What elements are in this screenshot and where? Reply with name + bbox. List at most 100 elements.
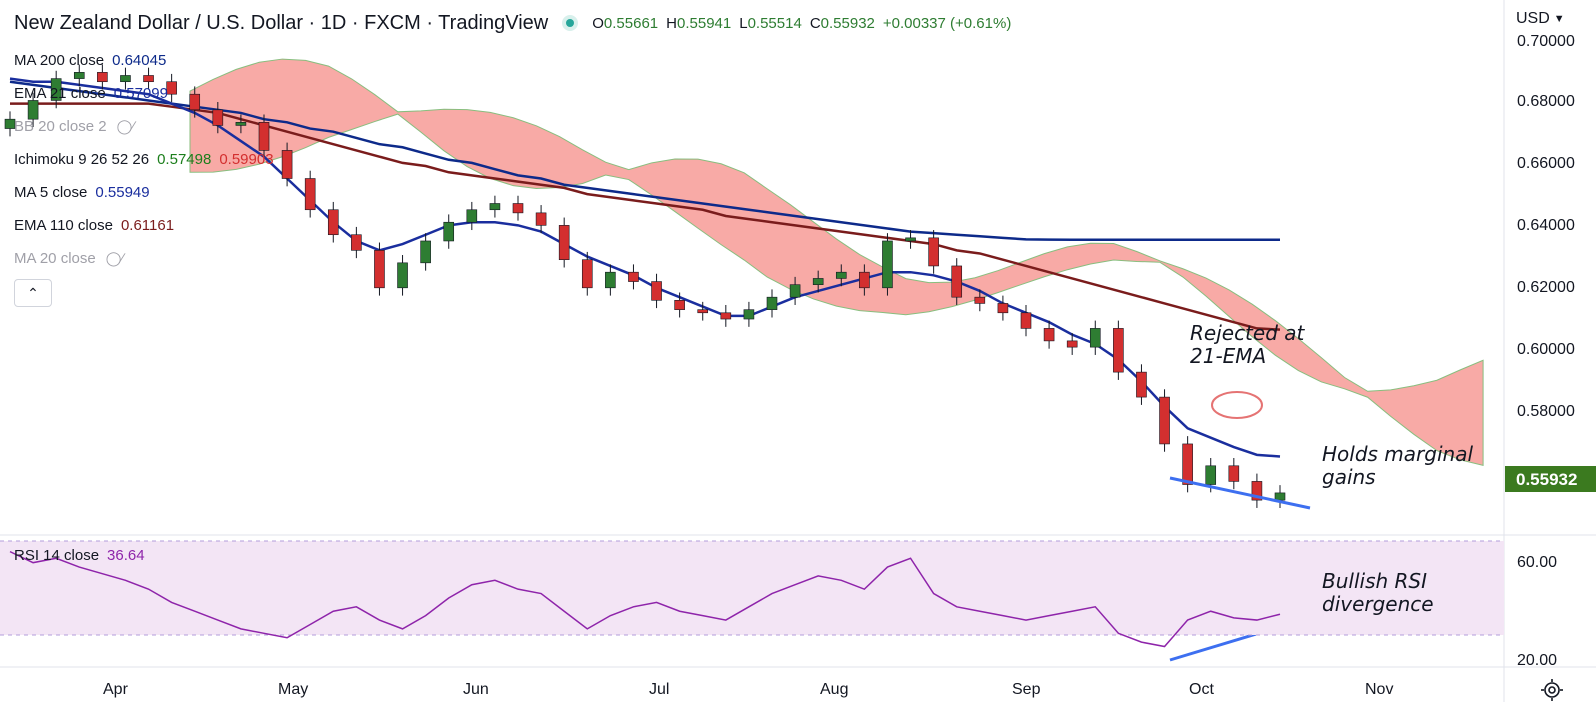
candle[interactable] [50,70,62,109]
candle[interactable] [535,205,547,234]
candle-body [120,75,131,83]
candle[interactable] [466,201,478,231]
legend-ma20[interactable]: MA 20 close ◯∕ [14,250,124,267]
candle[interactable] [812,270,824,293]
legend-ema110[interactable]: EMA 110 close 0.61161 [14,217,175,234]
candle[interactable] [189,86,201,118]
collapse-legend-button[interactable]: ⌃ [14,279,52,307]
candle[interactable] [859,264,870,296]
candle-body [466,209,478,223]
rsi-legend[interactable]: RSI 14 close 36.64 [14,547,145,564]
candle[interactable] [281,142,293,187]
candle[interactable] [743,301,755,327]
price-tick: 0.60000 [1517,341,1575,358]
candle[interactable] [720,304,732,327]
candle[interactable] [143,67,154,90]
candle[interactable] [397,255,408,296]
candle-body [1020,312,1032,329]
candle-body [928,237,939,267]
candle[interactable] [628,264,639,290]
candle[interactable] [327,201,339,243]
settings-gear-icon[interactable] [1541,679,1563,701]
candle-body [674,299,685,310]
symbol-title[interactable]: New Zealand Dollar / U.S. Dollar · 1D · … [14,11,549,34]
candle-body [1251,481,1263,501]
eye-off-icon[interactable]: ◯∕ [105,250,124,266]
annotation-holds-line2: gains [1322,465,1376,489]
candle[interactable] [512,195,524,221]
candle-body [212,109,224,126]
candle[interactable] [1228,457,1240,490]
candle[interactable] [1136,364,1147,405]
candle[interactable] [4,111,16,137]
candle[interactable] [974,289,986,312]
candle-body [443,221,455,242]
candle[interactable] [651,273,662,309]
support-trendline [1169,476,1311,510]
candle[interactable] [674,292,685,318]
candle[interactable] [420,233,431,271]
candle[interactable] [789,276,801,305]
candle[interactable] [1274,485,1286,508]
candle[interactable] [97,64,108,90]
legend-ma5[interactable]: MA 5 close 0.55949 [14,184,150,201]
candle[interactable] [443,214,455,249]
candle[interactable] [1089,320,1101,355]
candle[interactable] [351,226,362,259]
candle[interactable] [951,258,963,305]
candle[interactable] [882,233,893,296]
candle[interactable] [1043,320,1055,349]
ohlc-readout: O0.55661 H0.55941 L0.55514 C0.55932 +0.0… [592,14,1012,32]
candle[interactable] [27,92,39,127]
candle[interactable] [928,230,939,274]
candle-body [905,237,916,242]
candle-body [605,271,616,289]
price-axis[interactable]: 0.70000 0.68000 0.66000 0.64000 0.62000 … [1505,33,1596,669]
candle-body [1136,371,1147,398]
candlesticks[interactable] [4,64,1286,508]
candle[interactable] [835,264,847,287]
candle[interactable] [1020,304,1032,337]
chevron-up-icon: ⌃ [27,284,39,301]
candle-body [4,118,16,129]
candle[interactable] [766,289,778,318]
candle[interactable] [1159,389,1170,452]
candle-body [50,78,62,101]
candle[interactable] [235,114,247,134]
candle[interactable] [374,242,385,296]
candle[interactable] [304,170,316,218]
eye-off-icon[interactable]: ◯∕ [116,118,135,134]
candle[interactable] [605,264,616,296]
candle[interactable] [73,64,85,87]
candle[interactable] [258,114,270,159]
candle[interactable] [581,251,593,296]
candle[interactable] [997,295,1009,321]
candle[interactable] [212,102,224,134]
candle[interactable] [905,230,916,249]
market-status-icon [562,15,579,31]
candle[interactable] [1113,320,1124,380]
time-axis[interactable]: Apr May Jun Jul Aug Sep Oct Nov [103,681,1393,698]
candle[interactable] [120,67,131,90]
candle[interactable] [1066,333,1078,355]
legend-ema21[interactable]: EMA 21 close 0.57099 [14,85,168,102]
candle-body [581,259,593,289]
time-tick: Jun [463,681,489,698]
candle[interactable] [1251,473,1263,508]
legend-bb20[interactable]: BB 20 close 2 ◯∕ [14,118,135,135]
candle[interactable] [489,195,501,218]
candle-body [697,309,709,314]
candle-body [27,100,39,120]
candle[interactable] [558,217,570,268]
candle[interactable] [697,301,709,321]
currency-selector[interactable]: USD ▼ [1516,10,1565,27]
legend-ichimoku[interactable]: Ichimoku 9 26 52 26 0.57498 0.59903 [14,151,274,168]
price-tick: 0.66000 [1517,155,1575,172]
annotation-bullish-line1: Bullish RSI [1322,569,1427,593]
legend-ma200[interactable]: MA 200 close 0.64045 [14,52,167,69]
last-price-badge [1505,466,1596,492]
candle-body [374,250,385,289]
price-tick: 0.64000 [1517,217,1575,234]
candle[interactable] [166,73,177,103]
